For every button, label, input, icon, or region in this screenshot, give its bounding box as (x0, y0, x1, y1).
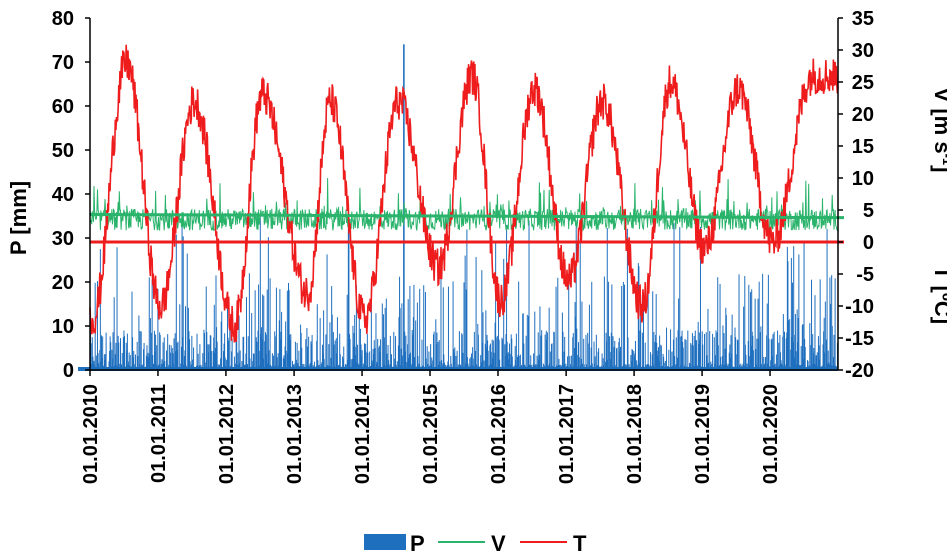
x-tick-label: 01.01.2010 (80, 384, 102, 484)
right-tick-label: 30 (852, 40, 874, 62)
x-tick-label: 01.01.2018 (624, 384, 646, 484)
x-tick-label: 01.01.2012 (216, 384, 238, 484)
wind-trend-line (89, 212, 845, 220)
left-tick-label: 0 (63, 360, 74, 382)
left-axis-ticks: 0 10 20 30 40 50 60 70 80 (52, 8, 90, 382)
precipitation-bars (78, 44, 838, 371)
right-tick-label: -10 (845, 296, 874, 318)
right-tick-label: -5 (856, 264, 874, 286)
x-tick-label: 01.01.2020 (760, 384, 782, 484)
left-tick-label: 40 (52, 184, 74, 206)
right-tick-label: 15 (852, 136, 874, 158)
x-tick-label: 01.01.2013 (284, 384, 306, 484)
right-tick-label: 0 (863, 232, 874, 254)
left-tick-label: 60 (52, 96, 74, 118)
right-tick-label: 10 (852, 168, 874, 190)
right-axis-ticks: -20 -15 -10 -5 0 5 10 15 20 25 30 35 (838, 8, 874, 382)
left-tick-label: 20 (52, 272, 74, 294)
right-axis-title-t: T [ºC] (930, 266, 947, 324)
x-tick-label: 01.01.2011 (148, 384, 170, 483)
temperature-line (89, 44, 839, 343)
x-tick-label: 01.01.2014 (352, 383, 374, 484)
right-tick-label: 5 (863, 200, 874, 222)
left-tick-label: 10 (52, 316, 74, 338)
legend-label-v: V (491, 531, 506, 556)
wind-speed-series (89, 177, 839, 232)
v-label-sup: -1 (940, 154, 947, 166)
right-tick-label: -15 (845, 328, 874, 350)
left-axis-title: P [mm] (6, 181, 31, 255)
left-tick-label: 30 (52, 228, 74, 250)
right-axis-title-v: V [m s-1] (930, 88, 947, 173)
legend-swatch-p (364, 534, 406, 550)
right-tick-label: -20 (845, 360, 874, 382)
x-tick-label: 01.01.2017 (556, 384, 578, 484)
right-tick-label: 25 (852, 72, 874, 94)
reference-lines (89, 212, 845, 244)
right-tick-label: 35 (852, 8, 874, 30)
v-label-end: ] (930, 165, 947, 172)
right-tick-label: 20 (852, 104, 874, 126)
left-tick-label: 70 (52, 52, 74, 74)
x-axis-ticks: 01.01.2010 01.01.2011 01.01.2012 01.01.2013… (80, 370, 782, 484)
legend: P V T (364, 531, 587, 556)
v-label-base: V [m s (930, 88, 947, 154)
x-tick-label: 01.01.2015 (420, 384, 442, 484)
temperature-series (89, 44, 839, 343)
x-tick-label: 01.01.2019 (692, 384, 714, 484)
legend-label-p: P (410, 531, 425, 556)
left-tick-label: 50 (52, 140, 74, 162)
legend-label-t: T (573, 531, 587, 556)
wind-line (89, 177, 839, 232)
x-tick-label: 01.01.2016 (488, 384, 510, 484)
left-tick-label: 80 (52, 8, 74, 30)
